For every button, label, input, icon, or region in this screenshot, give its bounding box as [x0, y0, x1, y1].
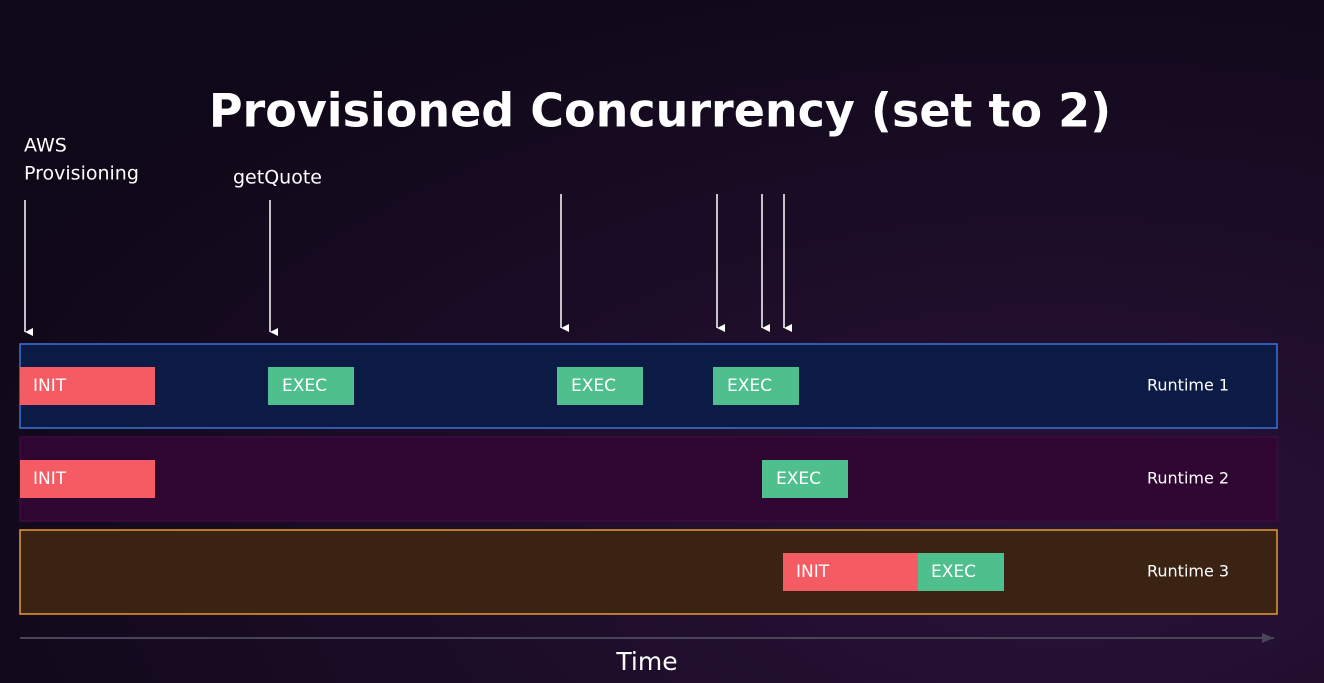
- arrows: [24, 194, 792, 336]
- block-label: EXEC: [727, 376, 772, 396]
- annotation: Provisioning: [24, 163, 139, 185]
- block-label: EXEC: [571, 376, 616, 396]
- annotation: getQuote: [233, 167, 322, 189]
- block-label: INIT: [796, 562, 830, 582]
- lane: [19, 436, 1278, 522]
- title: Provisioned Concurrency (set to 2): [209, 84, 1111, 138]
- lane-label: Runtime 1: [1147, 376, 1229, 395]
- exec-block: [268, 367, 354, 405]
- axis-label: Time: [615, 647, 677, 676]
- lane: [19, 343, 1278, 429]
- init-block: [20, 367, 155, 405]
- init-block: [20, 460, 155, 498]
- exec-block: [918, 553, 1004, 591]
- lane: [19, 529, 1278, 615]
- exec-block: [713, 367, 799, 405]
- block-label: INIT: [33, 376, 67, 396]
- block-label: INIT: [33, 469, 67, 489]
- lane-label: Runtime 3: [1147, 562, 1229, 581]
- init-block: [783, 553, 918, 591]
- exec-block: [557, 367, 643, 405]
- lane-label: Runtime 2: [1147, 469, 1229, 488]
- block-label: EXEC: [931, 562, 976, 582]
- block-label: EXEC: [282, 376, 327, 396]
- exec-block: [762, 460, 848, 498]
- annotation: AWS: [24, 135, 67, 157]
- block-label: EXEC: [776, 469, 821, 489]
